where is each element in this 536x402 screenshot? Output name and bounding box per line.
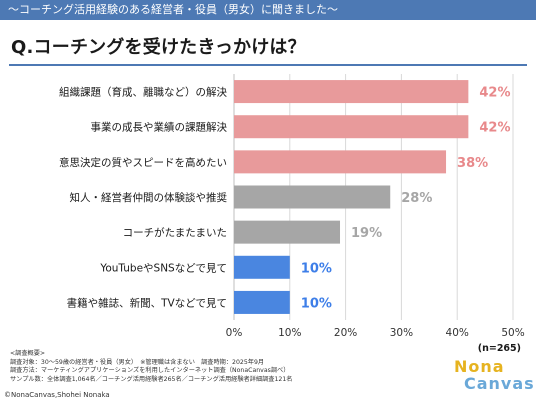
question-title: Q.コーチングを受けたきっかけは？ xyxy=(11,37,306,58)
bar xyxy=(234,255,290,279)
title-divider xyxy=(9,64,527,66)
notes-line: 調査方法：マーケティングアプリケーションズを利用したインターネット調査（Nona… xyxy=(10,367,290,375)
x-tick-label: 30% xyxy=(390,327,413,339)
bar xyxy=(234,185,391,209)
data-label: 42% xyxy=(479,86,510,101)
notes-line: <調査概要> xyxy=(10,350,46,357)
category-label: 事業の成長や業績の課題解決 xyxy=(91,121,228,134)
nonacanvas-logo: Nona Canvas xyxy=(454,357,534,397)
bar xyxy=(234,220,341,244)
logo-canvas-text: Canvas xyxy=(464,374,535,393)
logo-nona-text: Nona xyxy=(454,357,505,376)
x-tick-label: 20% xyxy=(334,327,357,339)
survey-notes: <調査概要> 調査対象：30〜59歳の経営者・役員（男女） ※管理職は含まない … xyxy=(10,350,292,385)
data-label: 10% xyxy=(301,261,332,276)
x-tick-label: 50% xyxy=(501,327,524,339)
bar xyxy=(234,150,447,174)
bar xyxy=(234,290,290,314)
category-label: コーチがたまたまいた xyxy=(123,226,227,239)
data-label: 19% xyxy=(351,226,382,241)
top-banner: 〜コーチング活用経験のある経営者・役員（男女）に聞きました〜 xyxy=(0,0,536,20)
banner-text: 〜コーチング活用経験のある経営者・役員（男女）に聞きました〜 xyxy=(8,3,338,16)
category-label: 意思決定の質やスピードを高めたい xyxy=(59,156,227,169)
notes-line: サンプル数：全体調査1,064名／コーチング活用経験者265名／コーチング活用経… xyxy=(10,376,293,384)
x-tick-label: 40% xyxy=(446,327,469,339)
category-label: YouTubeやSNSなどで見て xyxy=(99,262,227,274)
category-label: 組織課題（育成、離職など）の解決 xyxy=(59,86,227,99)
notes-line: 調査対象：30〜59歳の経営者・役員（男女） ※管理職は含まない 調査時期：20… xyxy=(10,358,265,366)
data-label: 42% xyxy=(479,121,510,136)
x-tick-label: 10% xyxy=(278,327,301,339)
bar xyxy=(234,115,469,139)
data-label: 38% xyxy=(457,156,488,171)
data-label: 10% xyxy=(301,296,332,311)
bar xyxy=(234,80,469,104)
data-label: 28% xyxy=(401,191,432,206)
sample-size-note: (n=265) xyxy=(478,343,521,354)
category-label: 知人・経営者仲間の体験談や推奨 xyxy=(70,191,228,204)
category-label: 書籍や雑誌、新聞、TVなどで見て xyxy=(67,296,227,309)
copyright: ©NonaCanvas,Shohei Nonaka xyxy=(4,391,110,399)
x-tick-label: 0% xyxy=(226,327,243,339)
